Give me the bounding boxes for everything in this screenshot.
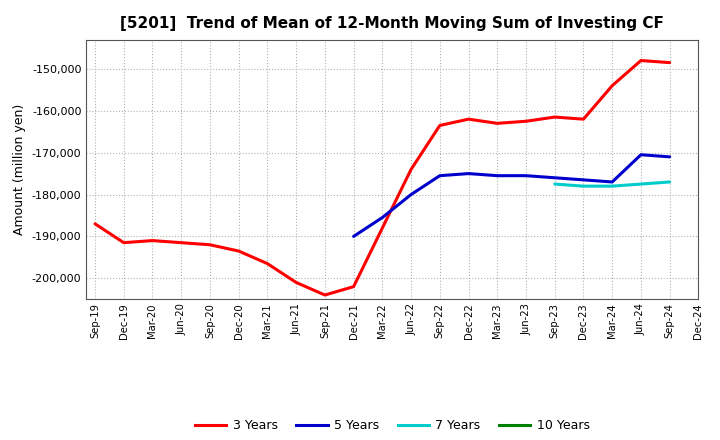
3 Years (436, 123, 444, 128)
Y-axis label: Amount (million yen): Amount (million yen) (14, 104, 27, 235)
3 Years (177, 240, 186, 246)
3 Years (120, 240, 128, 246)
5 Years (608, 180, 616, 185)
3 Years (235, 249, 243, 254)
3 Years (206, 242, 215, 247)
5 Years (550, 175, 559, 180)
5 Years (378, 215, 387, 220)
3 Years (665, 60, 674, 65)
5 Years (665, 154, 674, 159)
3 Years (464, 117, 473, 122)
5 Years (464, 171, 473, 176)
3 Years (579, 117, 588, 122)
3 Years (320, 292, 329, 297)
3 Years (493, 121, 502, 126)
5 Years (349, 234, 358, 239)
Title: [5201]  Trend of Mean of 12-Month Moving Sum of Investing CF: [5201] Trend of Mean of 12-Month Moving … (120, 16, 665, 32)
Line: 7 Years: 7 Years (554, 182, 670, 186)
3 Years (91, 221, 99, 227)
5 Years (407, 192, 415, 197)
7 Years (608, 183, 616, 189)
7 Years (636, 181, 645, 187)
3 Years (378, 225, 387, 231)
5 Years (579, 177, 588, 183)
3 Years (407, 167, 415, 172)
3 Years (550, 114, 559, 120)
7 Years (665, 180, 674, 185)
3 Years (522, 119, 531, 124)
Line: 5 Years: 5 Years (354, 155, 670, 236)
Line: 3 Years: 3 Years (95, 61, 670, 295)
Legend: 3 Years, 5 Years, 7 Years, 10 Years: 3 Years, 5 Years, 7 Years, 10 Years (190, 414, 595, 437)
3 Years (263, 261, 271, 266)
3 Years (148, 238, 157, 243)
5 Years (493, 173, 502, 178)
3 Years (608, 83, 616, 88)
5 Years (522, 173, 531, 178)
5 Years (636, 152, 645, 158)
7 Years (579, 183, 588, 189)
7 Years (550, 181, 559, 187)
5 Years (436, 173, 444, 178)
3 Years (292, 280, 300, 285)
3 Years (349, 284, 358, 289)
3 Years (636, 58, 645, 63)
